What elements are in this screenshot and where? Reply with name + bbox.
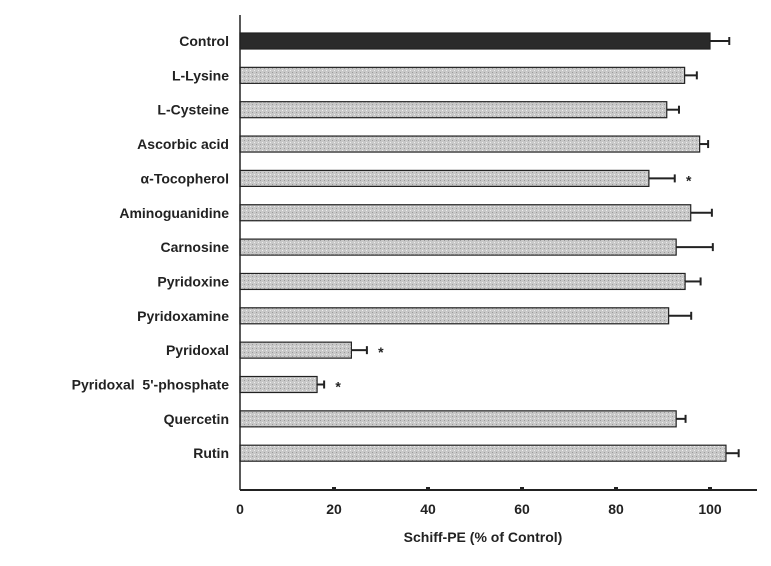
bar [239,410,677,428]
category-label: L-Lysine [172,67,229,83]
category-label: Carnosine [161,239,230,255]
category-label: Rutin [193,445,229,461]
x-tick-mark [520,487,524,490]
bar [239,375,318,394]
bar [239,135,701,153]
x-tick-mark [614,487,618,490]
category-label: Quercetin [164,411,229,427]
bar [239,169,650,187]
bar [239,341,352,359]
significance-marker: * [335,379,341,395]
bar [239,32,711,50]
x-tick-mark [332,487,336,490]
category-label: Control [179,33,229,49]
x-tick-label: 60 [514,501,530,517]
bar [239,444,727,462]
x-tick-mark [708,487,712,490]
bars: Control L-Lysine L-Cysteine Ascorbic acid α-… [72,32,740,462]
x-tick-mark [426,487,430,490]
axes: 0 20 40 60 80 100 [236,15,757,517]
bar [239,204,692,222]
x-tick-label: 20 [326,501,342,517]
significance-marker: * [686,172,692,188]
category-label: L-Cysteine [157,102,229,118]
category-label: Pyridoxal [166,342,229,358]
x-axis-label: Schiff-PE (% of Control) [404,529,563,545]
bar [239,272,686,291]
category-label: Pyridoxal 5'-phosphate [72,377,230,393]
bar [239,238,677,256]
bar [239,66,686,84]
x-tick-label: 80 [608,501,624,517]
category-label: Aminoguanidine [119,205,229,221]
x-tick-label: 0 [236,501,244,517]
category-label: Pyridoxamine [137,308,229,324]
category-label: α-Tocopherol [141,170,229,186]
x-tick-label: 100 [698,501,722,517]
x-tick-label: 40 [420,501,436,517]
category-label: Ascorbic acid [137,136,229,152]
significance-marker: * [378,344,384,360]
bar [239,307,670,325]
category-label: Pyridoxine [157,273,229,289]
bar [239,101,668,119]
